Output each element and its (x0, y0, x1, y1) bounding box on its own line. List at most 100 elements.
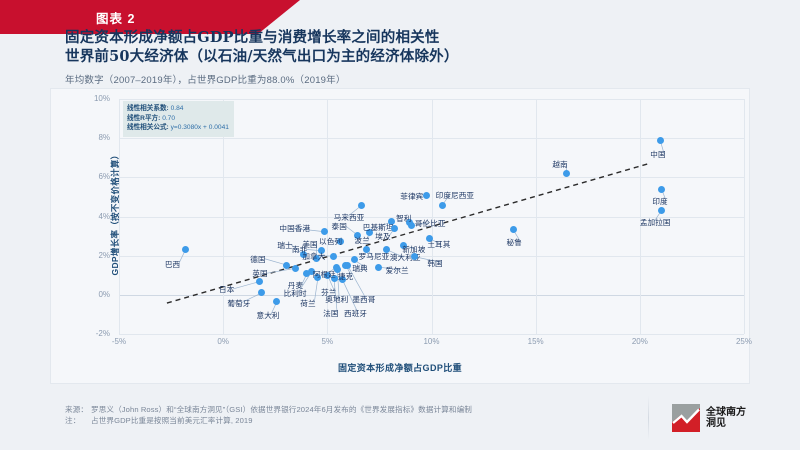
scatter-point-label: 中国香港 (279, 224, 311, 234)
scatter-point-label: 波兰 (354, 236, 370, 245)
grid-line-vertical (119, 99, 120, 334)
stat-equation-value: y=0.3080x + 0.0041 (170, 124, 229, 131)
scatter-point-label: 德国 (250, 254, 266, 264)
scatter-point-label: 孟加拉国 (639, 217, 671, 227)
stat-equation: 线性相关公式: y=0.3080x + 0.0041 (127, 123, 229, 133)
brand-logo-line-1: 全球南方 (706, 406, 746, 418)
scatter-point[interactable] (283, 261, 291, 269)
scatter-point[interactable] (509, 226, 517, 234)
scatter-point[interactable] (438, 201, 446, 209)
stat-r-squared: 线性R平方: 0.70 (127, 114, 229, 124)
scatter-point-label: 中国 (650, 150, 666, 160)
scatter-point[interactable] (273, 298, 281, 306)
scatter-point-label: 丹麦 (287, 280, 304, 290)
scatter-point[interactable] (303, 270, 311, 278)
scatter-point[interactable] (563, 170, 570, 178)
scatter-point-label: 芬兰 (321, 288, 337, 298)
scatter-point[interactable] (314, 274, 322, 282)
scatter-point[interactable] (658, 185, 666, 193)
scatter-point-label: 韩国 (427, 258, 443, 268)
y-axis-tick-label: 2% (98, 250, 110, 260)
scatter-point-label: 新加坡 (402, 245, 426, 255)
grid-line-vertical (744, 99, 745, 334)
note-line: 注： 占世界GDP比重是按照当前美元汇率计算, 2019 (65, 415, 665, 426)
scatter-point-label: 日本 (219, 284, 235, 294)
source-label: 来源： (65, 405, 89, 414)
x-axis-tick-label: 20% (631, 337, 648, 346)
scatter-point[interactable] (656, 137, 664, 145)
scatter-point[interactable] (658, 206, 666, 214)
scatter-point-label: 巴基斯坦 (362, 223, 394, 233)
scatter-point-label: 英国 (252, 269, 268, 279)
scatter-point[interactable] (363, 245, 370, 253)
chart-card: GDP增长率（按不变价格计算） 固定资本形成净额占GDP比重 -2% 0% 2% 4%… (50, 88, 752, 384)
x-axis-tick-label: 15% (527, 337, 544, 346)
scatter-point-label: 比利时 (283, 289, 307, 299)
scatter-point[interactable] (399, 241, 407, 249)
scatter-point[interactable] (324, 272, 332, 280)
scatter-point[interactable] (258, 289, 266, 297)
x-axis-tick-label: 5% (321, 337, 334, 346)
y-axis-tick-label: 10% (93, 94, 110, 103)
scatter-point[interactable] (321, 228, 329, 236)
scatter-point[interactable] (388, 218, 395, 226)
scatter-point[interactable] (350, 256, 358, 264)
scatter-point[interactable] (382, 245, 390, 253)
scatter-point-label: 以色列 (319, 236, 343, 246)
plot-area: GDP增长率（按不变价格计算） 固定资本形成净额占GDP比重 -2% 0% 2% 4%… (51, 89, 752, 383)
y-axis-tick-label: 4% (98, 211, 110, 221)
scatter-point[interactable] (425, 234, 433, 242)
scatter-point[interactable] (182, 245, 190, 253)
scatter-point-label: 美国 (302, 239, 318, 249)
x-axis-tick-label: 10% (423, 337, 440, 346)
scatter-point[interactable] (365, 229, 373, 237)
scatter-point[interactable] (337, 238, 345, 246)
scatter-point[interactable] (357, 202, 365, 210)
scatter-point[interactable] (299, 251, 307, 259)
scatter-point[interactable] (313, 255, 320, 263)
scatter-point[interactable] (308, 268, 316, 276)
figure-ribbon: 图表 2 (0, 0, 300, 34)
scatter-point[interactable] (330, 275, 338, 283)
source-line: 来源： 罗思义（John Ross）和“全球南方洞见”（GSI）依据世界银行202… (65, 404, 665, 415)
scatter-point-label: 哥伦比亚 (414, 218, 446, 228)
scatter-points: 巴西 日本 葡萄牙 意大利 德国 英国 瑞士 丹麦 比利时 美国 荷兰 南非 中国香港 芬兰 加拿大 法国 阿根… (51, 89, 749, 383)
scatter-point[interactable] (410, 253, 418, 261)
scatter-point-label: 菲律宾 (400, 191, 424, 201)
stat-correlation-value: 0.84 (170, 105, 184, 112)
scatter-point[interactable] (333, 266, 341, 274)
scatter-point-label: 葡萄牙 (227, 298, 251, 308)
stat-r-squared-value: 0.70 (162, 114, 176, 122)
scatter-point-label: 巴西 (164, 259, 181, 269)
scatter-point-label: 意大利 (256, 311, 280, 321)
stat-equation-label: 线性相关公式: (127, 124, 169, 131)
stats-legend-box: 线性相关系数: 0.84 线性R平方: 0.70 线性相关公式: y=0.308… (123, 101, 234, 137)
note-text: 占世界GDP比重是按照当前美元汇率计算, 2019 (91, 416, 253, 425)
scatter-point-label: 西班牙 (344, 308, 368, 318)
scatter-point-label: 澳大利亚 (389, 253, 421, 263)
scatter-point[interactable] (374, 263, 382, 271)
y-axis-tick-label: -2% (95, 329, 110, 338)
scatter-point-label: 泰国 (331, 221, 347, 231)
chart-subtitle: 年均数字（2007–2019年），占世界GDP比重为88.0%（2019年） (65, 75, 346, 86)
scatter-point[interactable] (408, 222, 416, 230)
brand-logo-text: 全球南方 洞见 (706, 407, 746, 430)
scatter-point[interactable] (338, 276, 346, 284)
scatter-point[interactable] (423, 192, 431, 200)
scatter-point[interactable] (390, 225, 398, 233)
scatter-point[interactable] (318, 247, 325, 255)
scatter-point-label: 秘鲁 (506, 237, 522, 247)
stat-correlation: 线性相关系数: 0.84 (127, 104, 229, 114)
y-axis-tick-label: 8% (98, 133, 110, 143)
scatter-point[interactable] (329, 252, 337, 260)
note-label: 注： (65, 416, 81, 425)
grid-line-horizontal (119, 334, 744, 335)
scatter-point-label: 瑞典 (352, 263, 368, 273)
x-axis-title: 固定资本形成净额占GDP比重 (337, 363, 463, 373)
scatter-point[interactable] (344, 262, 352, 270)
scatter-point[interactable] (256, 278, 264, 286)
footer-divider (648, 396, 649, 440)
scatter-point[interactable] (291, 264, 299, 272)
scatter-point[interactable] (354, 231, 362, 239)
